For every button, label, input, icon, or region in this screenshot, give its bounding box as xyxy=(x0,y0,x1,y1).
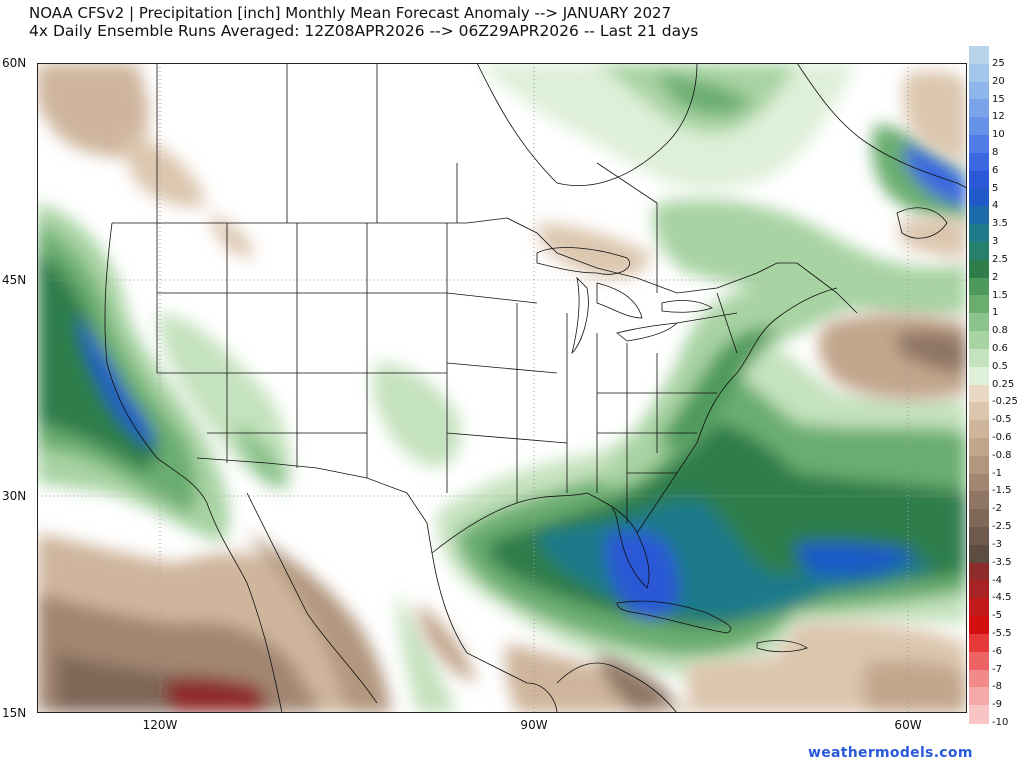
lat-label-60n: 60N xyxy=(2,56,27,70)
colorbar-swatch xyxy=(969,348,989,368)
colorbar-swatch xyxy=(969,455,989,475)
colorbar-label: 1 xyxy=(992,307,999,319)
colorbar-label: -7 xyxy=(992,663,1002,675)
colorbar-label: -3 xyxy=(992,538,1002,550)
colorbar-swatch xyxy=(969,152,989,172)
credit-link[interactable]: weathermodels.com xyxy=(808,745,973,761)
colorbar-swatch xyxy=(969,117,989,136)
colorbar-label: 20 xyxy=(992,75,1005,87)
colorbar-label: 0.5 xyxy=(992,360,1008,372)
colorbar-label: 15 xyxy=(992,93,1005,105)
precipitation-colorbar xyxy=(969,46,989,724)
colorbar-label: -5 xyxy=(992,610,1002,622)
colorbar-swatch xyxy=(969,241,989,261)
colorbar-swatch xyxy=(969,669,989,688)
colorbar-swatch xyxy=(969,277,989,296)
lon-label-120w: 120W xyxy=(142,718,178,732)
colorbar-swatch xyxy=(969,616,989,635)
colorbar-label: 0.25 xyxy=(992,378,1015,390)
colorbar-label: 4 xyxy=(992,200,999,212)
colorbar-swatch xyxy=(969,259,989,279)
lat-lon-grid xyxy=(37,63,967,713)
colorbar-swatch xyxy=(969,99,989,118)
colorbar-label: -4.5 xyxy=(992,592,1012,604)
colorbar-swatch xyxy=(969,366,989,386)
colorbar-swatch xyxy=(969,687,989,706)
colorbar-swatch xyxy=(969,170,989,190)
colorbar-label: 0.6 xyxy=(992,342,1008,354)
colorbar-label: -0.6 xyxy=(992,432,1012,444)
map-title: NOAA CFSv2 | Precipitation [inch] Monthl… xyxy=(29,4,672,22)
colorbar-label: -2.5 xyxy=(992,521,1012,533)
colorbar-swatch xyxy=(969,633,989,653)
precipitation-anomaly-map xyxy=(37,63,967,713)
colorbar-label: 25 xyxy=(992,57,1005,69)
country-state-borders xyxy=(104,63,967,713)
colorbar-label: -4 xyxy=(992,574,1002,586)
colorbar-swatch xyxy=(969,527,989,546)
colorbar-label: 0.8 xyxy=(992,325,1008,337)
colorbar-swatch xyxy=(969,224,989,243)
colorbar-label: -0.25 xyxy=(992,396,1018,408)
lat-label-45n: 45N xyxy=(2,273,27,287)
colorbar-swatch xyxy=(969,313,989,332)
colorbar-swatch xyxy=(969,491,989,510)
colorbar-swatch xyxy=(969,651,989,671)
colorbar-label: 3 xyxy=(992,236,999,248)
colorbar-label: 5 xyxy=(992,182,999,194)
colorbar-label: 2 xyxy=(992,271,999,283)
colorbar-swatch xyxy=(969,580,989,599)
colorbar-label: 2.5 xyxy=(992,253,1008,265)
colorbar-label: -2 xyxy=(992,503,1002,515)
colorbar-swatch xyxy=(969,598,989,617)
colorbar-label: -6 xyxy=(992,645,1002,657)
colorbar-swatch xyxy=(969,705,989,724)
colorbar-swatch xyxy=(969,331,989,350)
colorbar-swatch xyxy=(969,295,989,314)
colorbar-swatch xyxy=(969,402,989,421)
colorbar-label: 10 xyxy=(992,129,1005,141)
colorbar-swatch xyxy=(969,206,989,225)
colorbar-label: -0.8 xyxy=(992,449,1012,461)
lon-label-60w: 60W xyxy=(894,718,922,732)
colorbar-swatch xyxy=(969,135,989,154)
colorbar-swatch xyxy=(969,509,989,528)
lon-label-90w: 90W xyxy=(520,718,548,732)
dry-anomaly-field xyxy=(37,63,967,713)
colorbar-label: 6 xyxy=(992,164,999,176)
colorbar-label: 8 xyxy=(992,146,999,158)
colorbar-label: -10 xyxy=(992,717,1009,729)
colorbar-swatch xyxy=(969,81,989,101)
wet-anomaly-field xyxy=(37,63,967,713)
colorbar-label: -9 xyxy=(992,699,1002,711)
colorbar-label: 1.5 xyxy=(992,289,1008,301)
colorbar-label: 3.5 xyxy=(992,218,1008,230)
colorbar-label: -1.5 xyxy=(992,485,1012,497)
lat-label-15n: 15N xyxy=(2,706,27,720)
lat-label-30n: 30N xyxy=(2,489,27,503)
colorbar-swatch xyxy=(969,384,989,403)
colorbar-swatch xyxy=(969,420,989,439)
colorbar-label: -3.5 xyxy=(992,556,1012,568)
colorbar-swatch xyxy=(969,562,989,582)
colorbar-label: 12 xyxy=(992,111,1005,123)
colorbar-swatch xyxy=(969,46,989,65)
colorbar-label: -1 xyxy=(992,467,1002,479)
map-subtitle: 4x Daily Ensemble Runs Averaged: 12Z08AP… xyxy=(29,22,699,40)
colorbar-label: -8 xyxy=(992,681,1002,693)
colorbar-swatch xyxy=(969,437,989,457)
colorbar-swatch xyxy=(969,473,989,492)
colorbar-swatch xyxy=(969,544,989,564)
colorbar-label: -5.5 xyxy=(992,628,1012,639)
colorbar-swatch xyxy=(969,63,989,83)
colorbar-label: -0.5 xyxy=(992,414,1012,426)
colorbar-swatch xyxy=(969,188,989,207)
